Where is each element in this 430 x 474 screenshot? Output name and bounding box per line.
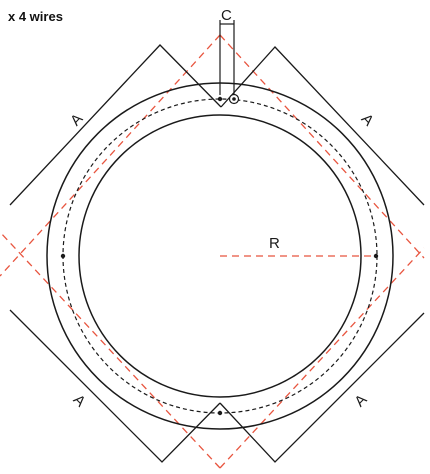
label-a-bottom-left: A bbox=[70, 391, 89, 410]
diagram-title: x 4 wires bbox=[8, 9, 63, 24]
guide-line-top-right bbox=[219, 34, 425, 259]
label-a-top-right: A bbox=[358, 110, 377, 129]
wire-marker-bottom bbox=[217, 410, 223, 416]
wire-marker-left bbox=[60, 253, 66, 259]
guide-square bbox=[0, 34, 425, 469]
outer-square bbox=[9, 44, 425, 463]
outer-square-bottom-right-edge bbox=[219, 312, 425, 463]
label-clearance: C bbox=[221, 7, 232, 24]
inner-circle bbox=[78, 114, 362, 398]
wire-marker-right bbox=[373, 253, 379, 259]
guide-line-bottom-right bbox=[219, 247, 425, 469]
guide-line-top-left bbox=[0, 34, 221, 277]
outer-square-top-right-edge bbox=[220, 46, 425, 206]
guide-line-bottom-left bbox=[0, 231, 221, 469]
offset-wire-marker bbox=[228, 93, 240, 105]
outer-square-bottom-left-edge bbox=[9, 309, 221, 463]
wire-markers bbox=[60, 96, 379, 416]
label-radius: R bbox=[269, 235, 280, 252]
offset-wire-dot bbox=[232, 97, 236, 101]
outer-square-top-left-edge bbox=[9, 44, 222, 206]
clearance-bracket bbox=[219, 20, 235, 95]
label-a-bottom-right: A bbox=[351, 391, 370, 410]
wire-marker-top bbox=[217, 96, 223, 102]
